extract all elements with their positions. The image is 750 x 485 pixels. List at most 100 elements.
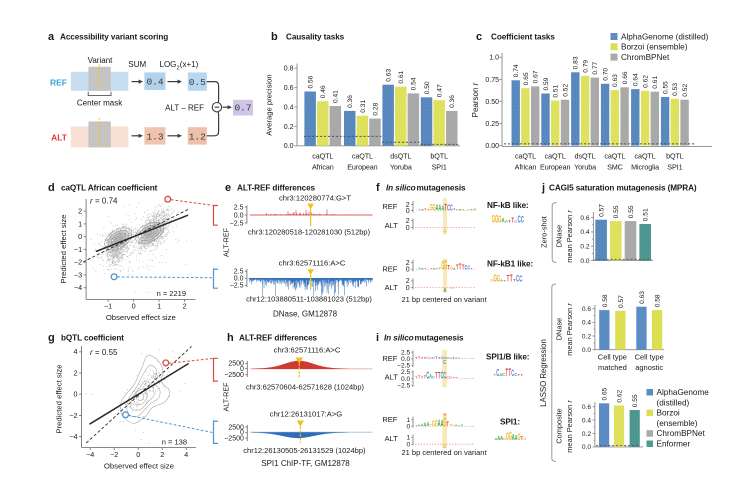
svg-text:ALT-REF differences: ALT-REF differences: [239, 334, 318, 343]
svg-text:2.5: 2.5: [234, 269, 244, 276]
svg-text:A: A: [455, 357, 459, 359]
svg-text:A: A: [515, 435, 518, 442]
svg-text:European: European: [347, 163, 377, 172]
svg-text:European: European: [540, 163, 570, 172]
svg-text:0.66: 0.66: [622, 71, 629, 84]
svg-text:C: C: [441, 356, 444, 360]
svg-text:0.53: 0.53: [672, 83, 679, 96]
svg-text:T: T: [518, 374, 521, 377]
svg-text:C: C: [443, 372, 446, 381]
svg-text:C: C: [465, 265, 468, 272]
svg-text:0.2: 0.2: [582, 333, 591, 340]
svg-text:T: T: [455, 377, 458, 380]
svg-text:G: G: [449, 287, 453, 290]
svg-text:SPI1 ChIP-TF, GM12878: SPI1 ChIP-TF, GM12878: [261, 459, 350, 468]
svg-text:1: 1: [157, 302, 161, 311]
svg-text:d: d: [48, 182, 55, 194]
svg-text:−2: −2: [74, 258, 82, 267]
svg-text:C: C: [458, 425, 462, 427]
svg-text:A: A: [441, 204, 444, 213]
svg-text:G: G: [449, 357, 453, 360]
svg-text:0.46: 0.46: [320, 85, 327, 98]
svg-text:Cell type: Cell type: [598, 353, 627, 362]
svg-text:T: T: [436, 267, 439, 269]
svg-text:ALT-REF: ALT-REF: [222, 227, 231, 257]
svg-text:C: C: [521, 213, 525, 225]
svg-text:T: T: [494, 374, 497, 377]
svg-text:C: C: [496, 367, 499, 379]
svg-text:0.51: 0.51: [643, 208, 650, 221]
svg-text:0: 0: [407, 441, 411, 448]
svg-text:T: T: [466, 378, 469, 379]
svg-text:T: T: [427, 208, 430, 211]
svg-text:matched: matched: [598, 363, 627, 372]
svg-text:0.4: 0.4: [580, 229, 589, 236]
svg-text:T: T: [462, 264, 465, 271]
svg-text:0: 0: [132, 302, 136, 311]
svg-text:G: G: [493, 272, 496, 284]
svg-text:C: C: [514, 372, 518, 377]
svg-text:0.41: 0.41: [333, 90, 340, 103]
svg-text:ALT: ALT: [385, 283, 399, 292]
svg-text:n = 138: n = 138: [162, 438, 187, 447]
svg-text:Predicted effect size: Predicted effect size: [59, 214, 68, 283]
svg-text:SPI1:: SPI1:: [500, 418, 520, 427]
svg-text:C: C: [514, 220, 517, 223]
svg-text:T: T: [439, 267, 443, 270]
svg-text:Pearson r: Pearson r: [471, 82, 480, 117]
svg-text:0.5: 0.5: [189, 77, 206, 88]
svg-text:2500: 2500: [228, 361, 244, 368]
svg-text:C: C: [472, 358, 475, 359]
svg-text:T: T: [509, 365, 512, 378]
svg-text:A: A: [429, 356, 433, 359]
svg-text:ALT: ALT: [385, 434, 399, 443]
svg-text:AlphaGenome: AlphaGenome: [657, 388, 710, 397]
svg-text:Coefficient tasks: Coefficient tasks: [491, 33, 555, 42]
svg-text:0.63: 0.63: [386, 69, 393, 82]
svg-text:C: C: [456, 209, 460, 211]
svg-text:T: T: [421, 376, 424, 379]
svg-text:G: G: [443, 444, 446, 449]
svg-text:0.58: 0.58: [602, 294, 609, 307]
svg-text:0.00: 0.00: [485, 143, 499, 150]
svg-text:0.50: 0.50: [485, 99, 499, 106]
svg-text:G: G: [460, 424, 464, 427]
svg-text:C: C: [447, 204, 450, 213]
svg-text:2: 2: [78, 207, 82, 216]
svg-text:0.31: 0.31: [360, 100, 367, 113]
svg-text:0: 0: [406, 267, 410, 274]
svg-text:j: j: [541, 182, 545, 194]
svg-text:ChromBPNet: ChromBPNet: [621, 53, 670, 62]
svg-text:0.61: 0.61: [652, 76, 659, 89]
svg-text:A: A: [418, 267, 422, 270]
svg-text:A: A: [512, 434, 515, 443]
svg-text:T: T: [415, 268, 418, 270]
svg-text:A: A: [494, 438, 498, 441]
svg-text:caQTL: caQTL: [635, 152, 656, 161]
svg-text:caQTL African coefficient: caQTL African coefficient: [61, 184, 158, 193]
svg-text:g: g: [48, 332, 55, 344]
svg-text:0.67: 0.67: [533, 70, 540, 83]
svg-text:T: T: [418, 356, 421, 360]
svg-text:0.0: 0.0: [401, 376, 410, 383]
svg-text:0.0: 0.0: [582, 444, 591, 451]
svg-text:21 bp centered on variant: 21 bp centered on variant: [401, 295, 487, 304]
svg-text:C: C: [427, 268, 431, 270]
svg-text:T: T: [452, 377, 455, 380]
svg-text:G: G: [432, 420, 435, 429]
svg-text:A: A: [502, 218, 505, 225]
svg-text:0.0: 0.0: [401, 356, 410, 363]
svg-text:DNase, GM12878: DNase, GM12878: [273, 310, 338, 319]
svg-text:0.50: 0.50: [424, 81, 431, 94]
svg-text:A: A: [453, 268, 457, 270]
svg-text:2.5: 2.5: [401, 369, 410, 376]
svg-text:T: T: [424, 208, 426, 211]
svg-text:−2.5: −2.5: [230, 220, 244, 227]
svg-text:G: G: [492, 212, 496, 225]
svg-text:0.2: 0.2: [580, 244, 589, 251]
svg-text:SPI1: SPI1: [667, 163, 682, 172]
svg-text:2: 2: [406, 202, 410, 209]
svg-text:−2: −2: [69, 411, 77, 420]
svg-text:T: T: [471, 268, 474, 270]
svg-text:0.55: 0.55: [632, 394, 639, 407]
